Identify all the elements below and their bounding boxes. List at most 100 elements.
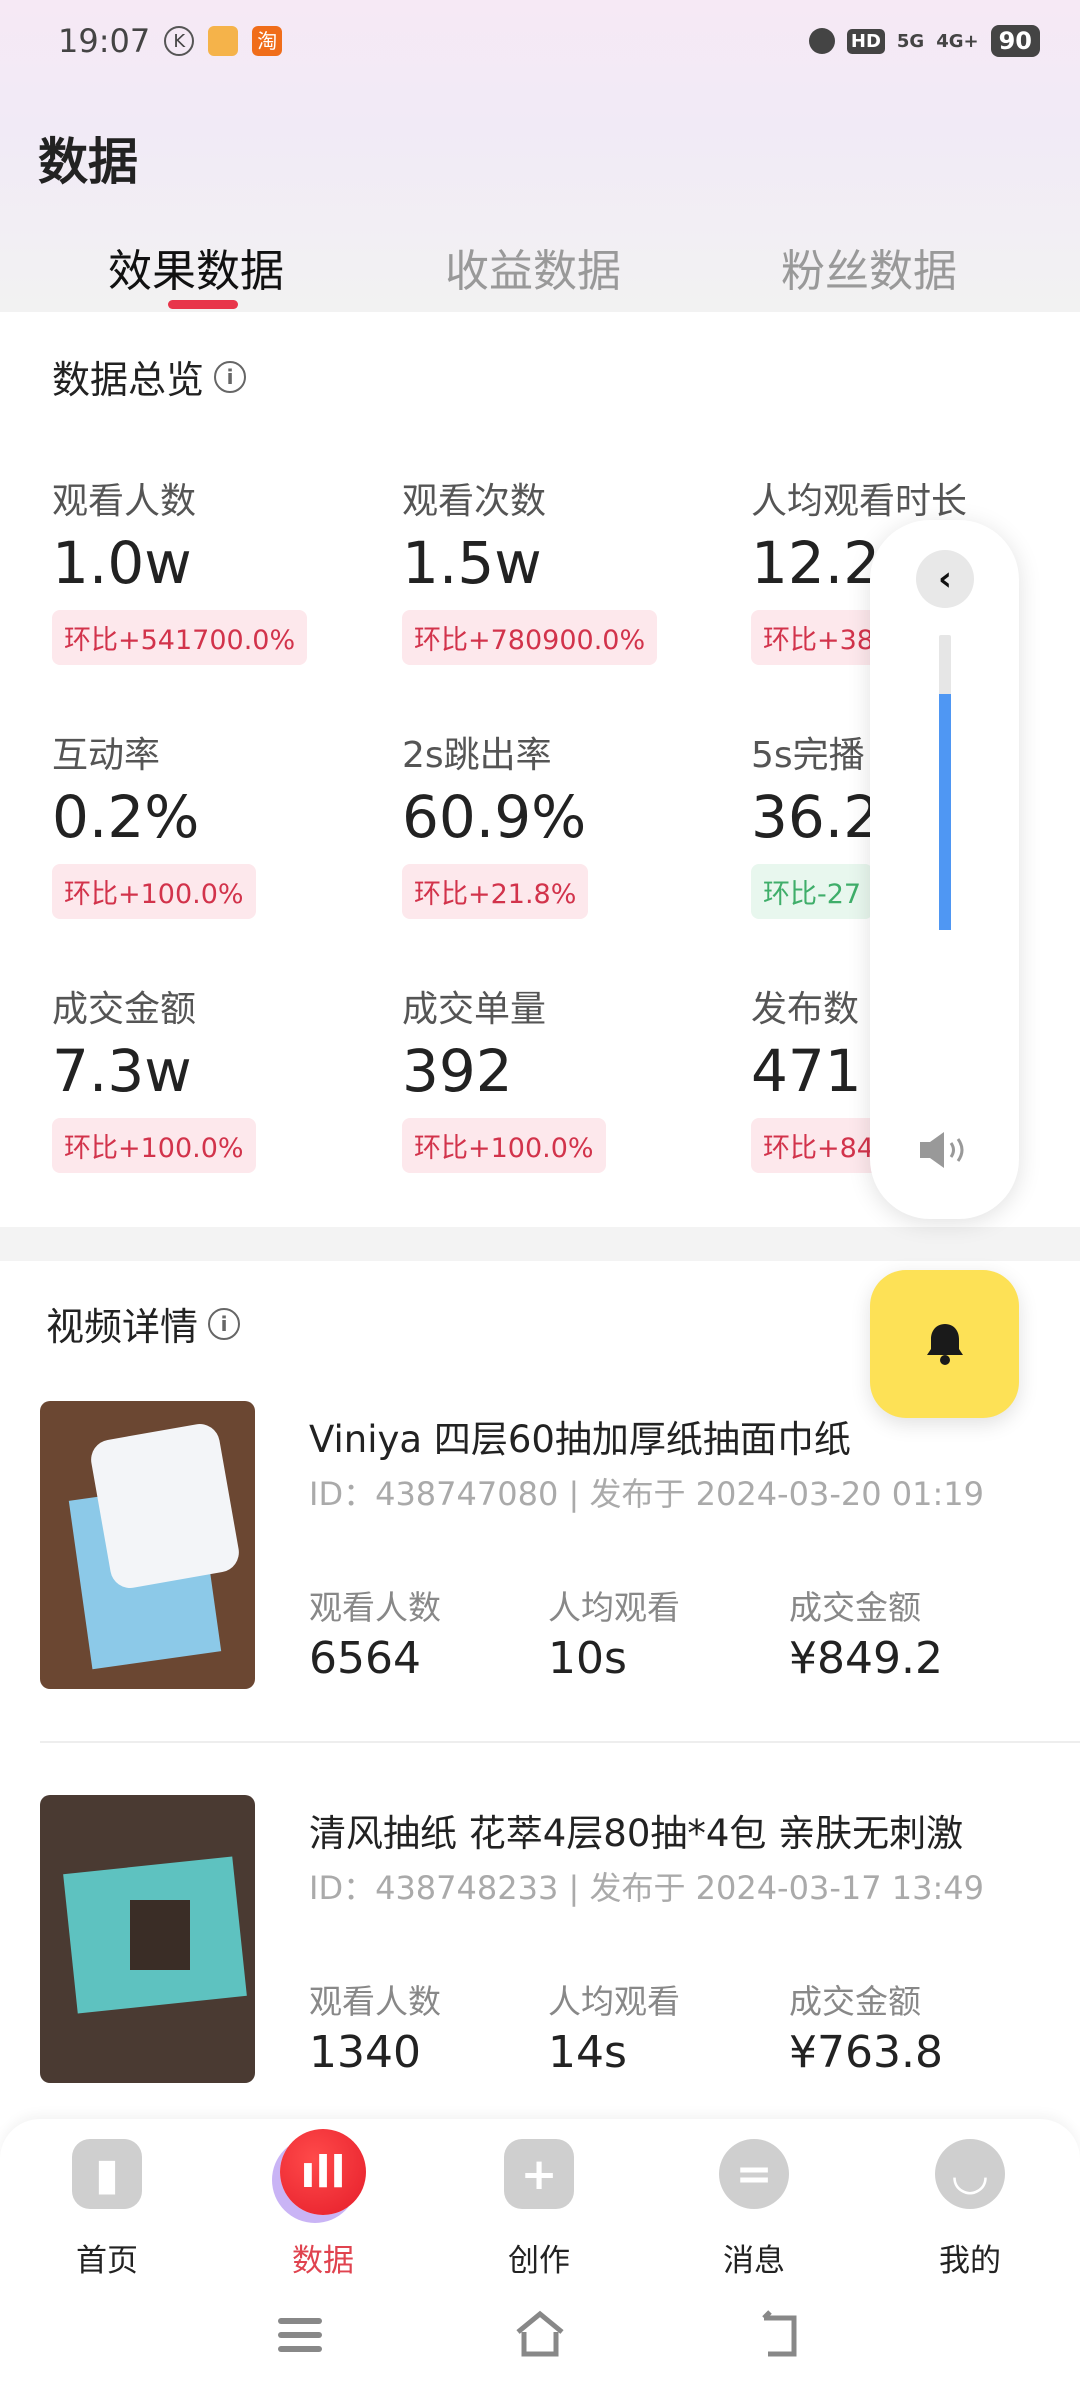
stat-label: 观看人数 [309,1982,441,2021]
status-time: 19:07 [58,22,151,60]
change-badge: 环比+38 [751,609,886,665]
back-icon[interactable] [750,2310,810,2360]
stat-label: 成交金额 [789,1588,921,1627]
active-tab-indicator [168,300,238,309]
hd-icon: HD [846,28,885,54]
metric-label: 成交单量 [402,989,547,1030]
metric-value: 1.5w [402,529,542,597]
metric-card: 成交单量 392 环比+100.0% [402,980,742,1173]
metric-card: 观看人数 1.0w 环比+541700.0% [52,472,392,665]
home-system-icon[interactable] [510,2310,570,2360]
change-badge: 环比+100.0% [52,1117,256,1173]
notification-bell-button[interactable] [870,1270,1019,1418]
battery-indicator: 90 [990,25,1040,57]
volume-slider[interactable] [939,635,951,930]
metric-label: 观看次数 [402,481,547,522]
metric-card: 发布数 471 环比+84 [751,980,1080,1173]
overview-header: 数据总览 i [52,349,247,404]
speaker-icon[interactable] [918,1130,972,1170]
nav-profile[interactable]: ◡ 我的 [900,2139,1040,2280]
change-badge: 环比-27 [751,863,874,919]
nav-create[interactable]: + 创作 [469,2139,609,2280]
video-thumbnail[interactable] [40,1795,255,2083]
video-meta: ID：438747080 | 发布于 2024-03-20 01:19 [309,1475,984,1513]
video-title[interactable]: Viniya 四层60抽加厚纸抽面巾纸 [309,1418,851,1461]
video-stat: 成交金额 ¥763.8 [789,1975,943,2078]
plus-icon: + [504,2139,574,2209]
menu-icon[interactable] [270,2310,330,2360]
alarm-icon [808,28,835,54]
section-divider [0,1227,1080,1261]
change-badge: 环比+21.8% [402,863,589,919]
metric-label: 5s完播 [751,735,865,776]
tab-effect-data[interactable]: 效果数据 [108,246,284,297]
nav-label: 消息 [723,2243,785,2279]
metric-card: 互动率 0.2% 环比+100.0% [52,726,392,919]
metric-label: 2s跳出率 [402,735,552,776]
video-item[interactable]: Viniya 四层60抽加厚纸抽面巾纸 ID：438747080 | 发布于 2… [0,1401,1080,1691]
video-details-header: 视频详情 i [46,1296,241,1351]
change-badge: 环比+84 [751,1117,886,1173]
nav-label: 首页 [76,2243,138,2279]
bell-icon [926,1324,963,1365]
stat-value: 14s [548,2027,627,2078]
list-divider [40,1741,1080,1743]
nav-data[interactable]: ıll 数据 [253,2129,393,2280]
overview-title: 数据总览 [52,358,205,402]
info-icon[interactable]: i [214,360,247,393]
stat-value: 6564 [309,1633,421,1684]
video-stat: 成交金额 ¥849.2 [789,1581,943,1684]
metric-card: 观看次数 1.5w 环比+780900.0% [402,472,742,665]
tab-revenue-data[interactable]: 收益数据 [445,246,621,297]
video-title[interactable]: 清风抽纸 花萃4层80抽*4包 亲肤无刺激 [309,1812,964,1855]
metric-label: 发布数 [751,989,860,1030]
video-meta: ID：438748233 | 发布于 2024-03-17 13:49 [309,1869,984,1907]
nav-label: 我的 [939,2243,1001,2279]
metric-label: 成交金额 [52,989,197,1030]
metric-label: 互动率 [52,735,161,776]
video-stat: 人均观看 14s [548,1975,680,2078]
metric-card: 成交金额 7.3w 环比+100.0% [52,980,392,1173]
video-stat: 人均观看 10s [548,1581,680,1684]
metric-card: 5s完播 36.2 环比-27 [751,726,1080,919]
video-stat: 观看人数 6564 [309,1581,441,1684]
volume-level-fill [939,694,951,930]
stat-value: 1340 [309,2027,421,2078]
metric-value: 392 [402,1037,513,1105]
nav-home[interactable]: ▮ 首页 [37,2139,177,2280]
nav-label: 创作 [508,2243,570,2279]
stat-value: ¥763.8 [789,2027,943,2078]
change-badge: 环比+541700.0% [52,609,308,665]
chevron-left-icon[interactable]: ‹ [916,550,974,608]
signal-5g-icon: 5G [896,30,925,52]
metric-label: 观看人数 [52,481,197,522]
stat-label: 成交金额 [789,1982,921,2021]
metric-value: 1.0w [52,529,192,597]
metric-value: 7.3w [52,1037,192,1105]
nav-messages[interactable]: = 消息 [684,2139,824,2280]
metric-label: 人均观看时长 [751,481,968,522]
page-title: 数据 [38,133,138,191]
stat-value: ¥849.2 [789,1633,943,1684]
change-badge: 环比+100.0% [52,863,256,919]
change-badge: 环比+100.0% [402,1117,606,1173]
volume-panel: ‹ [870,520,1019,1219]
profile-icon: ◡ [935,2139,1005,2209]
message-icon: = [719,2139,789,2209]
video-stat: 观看人数 1340 [309,1975,441,2078]
metric-value: 0.2% [52,783,200,851]
k-icon: K [164,26,195,56]
stat-label: 观看人数 [309,1588,441,1627]
stat-label: 人均观看 [548,1982,680,2021]
tab-fans-data[interactable]: 粉丝数据 [781,246,957,297]
signal-4g-icon: 4G+ [936,30,979,52]
info-icon[interactable]: i [208,1307,241,1340]
metric-card: 2s跳出率 60.9% 环比+21.8% [402,726,742,919]
metric-value: 60.9% [402,783,587,851]
status-bar: 19:07 K 淘 HD 5G 4G+ 90 [58,18,1040,64]
home-icon: ▮ [72,2139,142,2209]
video-thumbnail[interactable] [40,1401,255,1689]
video-item[interactable]: 清风抽纸 花萃4层80抽*4包 亲肤无刺激 ID：438748233 | 发布于… [0,1795,1080,2085]
change-badge: 环比+780900.0% [402,609,658,665]
metric-value: 36.2 [751,783,881,851]
